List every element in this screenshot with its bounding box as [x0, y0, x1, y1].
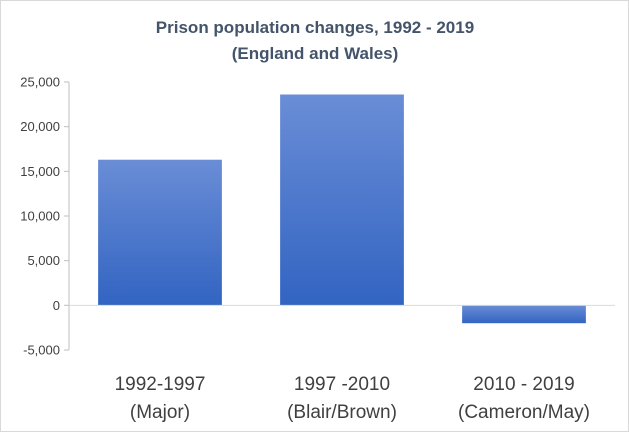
y-tick-label: 0 [53, 298, 60, 313]
y-tick-label: 25,000 [20, 75, 60, 90]
bar [462, 305, 586, 324]
x-category-label: (Blair/Brown) [287, 402, 397, 423]
y-tick-label: 5,000 [27, 253, 60, 268]
y-tick-label: 20,000 [20, 119, 60, 134]
y-tick-label: -5,000 [23, 343, 60, 358]
x-category-label: (Major) [130, 402, 190, 423]
x-category-label: 2010 - 2019 [473, 374, 574, 395]
category-labels: 1992-1997 (Major) 1997 -2010 (Blair/Brown) 2… [115, 374, 590, 423]
x-category-label: (Cameron/May) [458, 402, 590, 423]
x-category-label: 1992-1997 [115, 374, 206, 395]
chart-title: Prison population changes, 1992 - 2019 [156, 18, 474, 37]
y-axis-ticks: 25,000 20,000 15,000 10,000 5,000 0 -5,000 [20, 75, 69, 358]
bar [98, 159, 222, 306]
x-category-label: 1997 -2010 [294, 374, 390, 395]
bar [280, 94, 404, 306]
chart-subtitle: (England and Wales) [232, 44, 399, 63]
y-tick-label: 10,000 [20, 209, 60, 224]
bars [98, 94, 586, 324]
y-tick-label: 15,000 [20, 164, 60, 179]
